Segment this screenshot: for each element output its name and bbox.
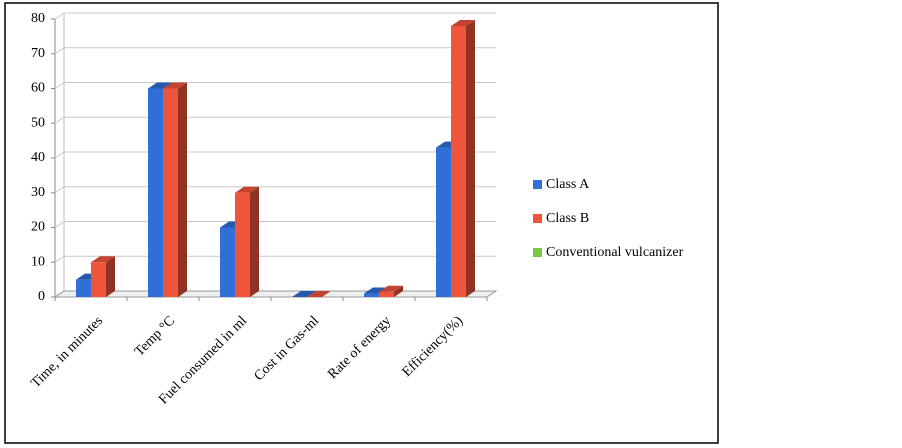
x-tick-label: Time, in minutes [28,313,106,391]
grid-line [54,255,65,263]
legend-swatch [533,214,542,223]
legend-swatch [533,180,542,189]
x-tick-label: Temp °C [132,313,178,359]
bar-top [379,285,403,292]
bar-side [106,256,115,297]
bar-front [235,192,250,297]
y-tick-label: 30 [31,185,45,200]
grid-line [54,12,65,20]
y-tick-label: 70 [31,46,45,61]
bar [91,256,115,297]
legend-label: Conventional vulcanizer [546,245,684,260]
x-tick-label: Cost in Gas-ml [252,313,323,384]
legend-label: Class B [546,211,589,226]
bar-top [451,19,475,26]
x-tick-label: Efficiency(%) [400,313,467,380]
bar [163,82,187,297]
legend-label: Class A [546,177,590,192]
bar [451,19,475,297]
bar-side [466,19,475,297]
y-tick-label: 10 [31,254,45,269]
y-tick-label: 20 [31,220,45,235]
x-tick-label: Rate of energy [325,313,394,382]
bar-side [178,82,187,297]
chart-frame [4,2,719,444]
y-tick-label: 80 [31,11,45,26]
bar-front [148,88,163,297]
grid-line [54,186,65,194]
bar-front [91,262,106,297]
bar-front [220,227,235,297]
floor [53,290,498,298]
bar-top [163,82,187,89]
bar-top [91,256,115,263]
bar-top [364,287,388,294]
bar-top [148,82,172,89]
bar [292,291,316,297]
grid-line [54,151,65,159]
bar [307,291,331,297]
grid-line [54,82,65,89]
bar-front [364,293,379,297]
bar-top [292,291,316,297]
bar-front [451,25,466,297]
grid-line [54,116,65,124]
bar-front [436,147,451,297]
bar-side [250,186,259,297]
y-tick-label: 0 [38,289,45,304]
bar-front [379,291,394,297]
bar-side [394,285,403,297]
bar-front [76,279,91,297]
legend-swatch [533,248,542,257]
y-tick-label: 50 [31,115,45,130]
bar [235,186,259,297]
bar-front [163,88,178,297]
grid-line [54,47,65,55]
bar-top [307,291,331,297]
y-tick-label: 60 [31,81,45,96]
bar [379,285,403,297]
grid-line [54,221,65,228]
bar-top [235,186,259,193]
y-tick-label: 40 [31,150,45,165]
